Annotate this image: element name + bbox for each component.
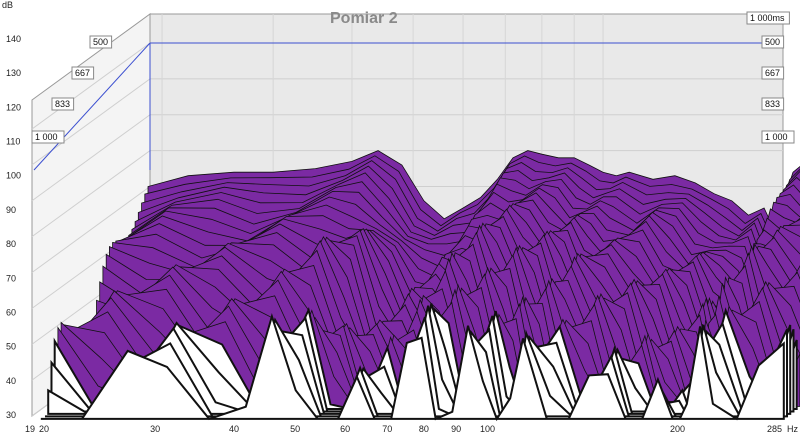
y-tick-label: 80	[6, 239, 16, 249]
y-tick-label: 60	[6, 307, 16, 317]
side-time-label-box	[51, 97, 75, 111]
side-time-label: 1 000	[35, 132, 58, 142]
side-grid-line	[31, 186, 151, 273]
time-label: 1 000ms	[750, 13, 785, 23]
y-axis-ticks: 30 40 50 60 70 80 90 100 110 120 130 140	[6, 34, 21, 420]
x-tick-label: 100	[480, 424, 495, 434]
time-line-side	[33, 42, 151, 171]
y-tick-label: 100	[6, 171, 21, 181]
time-label: 667	[765, 68, 780, 78]
y-tick-label: 40	[6, 376, 16, 386]
y-axis-label: dB	[2, 0, 13, 10]
x-tick-label: 30	[150, 424, 160, 434]
side-time-label-box	[31, 130, 65, 144]
side-grid-line	[31, 150, 151, 238]
time-label: 1 000	[765, 132, 788, 142]
y-tick-label: 110	[6, 137, 20, 147]
x-tick-label: 200	[670, 424, 685, 434]
side-time-label: 833	[55, 99, 70, 109]
y-tick-label: 50	[6, 342, 16, 352]
x-tick-label: 20	[39, 424, 49, 434]
y-tick-label: 140	[6, 34, 21, 44]
x-tick-label: 90	[451, 424, 461, 434]
chart-title: Pomiar 2	[330, 10, 398, 27]
y-tick-label: 90	[6, 205, 16, 215]
y-tick-label: 130	[6, 68, 21, 78]
x-tick-label: 285	[767, 424, 782, 434]
time-label: 833	[765, 99, 780, 109]
x-axis-ticks: 19 20 30 40 50 60 70 80 90 100 200 285	[25, 424, 782, 434]
x-axis-unit: Hz	[787, 424, 798, 434]
time-labels: 1 000ms 500 500 667 667 833 833 1 000 1 000	[31, 11, 795, 144]
side-time-label-box	[71, 66, 95, 80]
x-tick-label: 19	[25, 424, 35, 434]
side-grid-line	[31, 42, 151, 130]
x-tick-label: 50	[290, 424, 300, 434]
time-label-box	[761, 130, 795, 144]
time-label-box	[746, 11, 790, 25]
x-tick-label: 60	[340, 424, 350, 434]
time-label-box	[761, 97, 785, 111]
y-tick-label: 120	[6, 102, 21, 112]
time-label-box	[761, 66, 785, 80]
side-grid-line	[31, 114, 151, 202]
x-tick-label: 70	[382, 424, 392, 434]
x-tick-label: 80	[419, 424, 429, 434]
time-label: 500	[765, 37, 780, 47]
y-tick-label: 70	[6, 273, 16, 283]
side-time-label: 500	[93, 37, 108, 47]
y-tick-label: 30	[6, 410, 16, 420]
waterfall-slices	[40, 150, 800, 422]
waterfall-slice	[40, 312, 785, 422]
side-time-label: 667	[75, 68, 90, 78]
x-tick-label: 40	[229, 424, 239, 434]
time-label-box	[761, 35, 785, 49]
side-time-label-box	[89, 35, 113, 49]
